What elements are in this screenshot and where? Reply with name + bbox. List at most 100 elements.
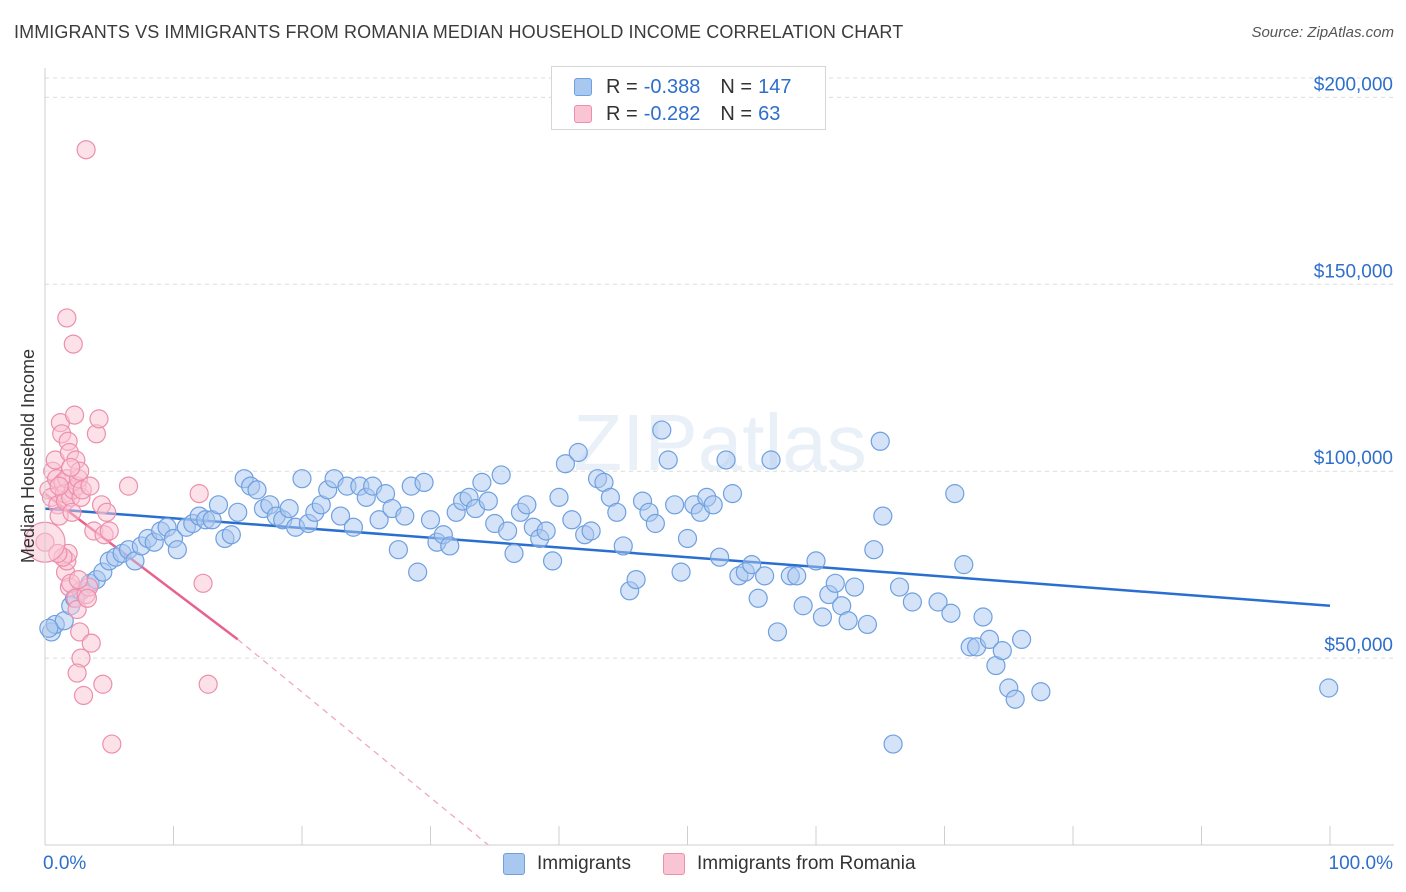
data-point-immigrants: [613, 536, 633, 556]
data-point-immigrants: [1005, 689, 1025, 709]
data-point-immigrants: [873, 506, 893, 526]
data-point-immigrants: [954, 555, 974, 575]
data-point-romania: [68, 569, 89, 590]
n-value: 147: [758, 75, 792, 98]
data-point-immigrants: [369, 510, 389, 530]
data-point-immigrants: [742, 555, 762, 575]
data-point-immigrants: [889, 577, 910, 597]
data-point-immigrants: [581, 521, 601, 541]
data-point-romania: [67, 663, 87, 683]
data-point-immigrants: [825, 573, 845, 593]
data-point-immigrants: [562, 510, 582, 530]
data-point-immigrants: [973, 607, 993, 627]
legend-row-romania: R = -0.282 N = 63: [574, 102, 780, 126]
watermark: ZIPatlas: [573, 398, 866, 487]
data-point-immigrants: [408, 562, 428, 582]
n-label: N =: [720, 102, 753, 125]
data-point-immigrants: [645, 513, 665, 534]
data-point-immigrants: [979, 629, 1000, 650]
n-label: N =: [720, 75, 753, 98]
r-value: -0.388: [643, 75, 701, 98]
data-point-immigrants: [941, 603, 961, 623]
data-point-immigrants: [1319, 678, 1339, 698]
y-tick-label: $100,000: [1314, 448, 1393, 469]
data-point-immigrants: [1031, 682, 1051, 702]
data-point-immigrants: [812, 607, 833, 627]
r-label: R =: [606, 75, 638, 98]
data-point-immigrants: [722, 484, 743, 504]
data-point-immigrants: [440, 536, 460, 556]
data-point-immigrants: [395, 506, 415, 526]
data-point-immigrants: [652, 420, 672, 440]
correlation-legend: R = -0.388 N = 147 R = -0.282 N = 63: [551, 66, 826, 130]
data-point-romania: [57, 308, 77, 328]
data-point-immigrants: [330, 506, 351, 526]
data-point-romania: [63, 334, 83, 354]
data-point-immigrants: [568, 442, 588, 463]
data-point-romania: [81, 633, 101, 653]
data-point-immigrants: [626, 569, 646, 590]
data-point-romania: [198, 674, 218, 694]
data-point-romania: [193, 573, 213, 593]
data-point-immigrants: [767, 622, 788, 642]
data-point-immigrants: [414, 472, 434, 493]
data-point-immigrants: [208, 495, 229, 515]
data-point-immigrants: [945, 484, 965, 504]
data-point-romania: [73, 685, 94, 706]
data-point-immigrants: [883, 734, 903, 754]
data-point-immigrants: [992, 641, 1012, 661]
data-point-immigrants: [549, 487, 569, 507]
data-point-romania: [102, 734, 122, 754]
data-point-romania: [49, 476, 69, 496]
data-point-romania: [99, 521, 119, 541]
data-point-immigrants: [478, 491, 498, 511]
data-point-immigrants: [388, 540, 408, 560]
data-point-immigrants: [870, 431, 890, 451]
data-point-immigrants: [420, 510, 441, 530]
grid-layer: [45, 77, 1394, 659]
x-tick-label-max: 100.0%: [1329, 853, 1394, 874]
data-point-immigrants: [167, 540, 187, 560]
data-point-immigrants: [343, 517, 363, 537]
data-point-immigrants: [748, 588, 768, 608]
legend-label-immigrants: Immigrants: [537, 853, 631, 874]
legend-item-immigrants[interactable]: Immigrants: [503, 853, 631, 875]
chart-title: IMMIGRANTS VS IMMIGRANTS FROM ROMANIA ME…: [14, 22, 904, 42]
points-layer: [24, 140, 1339, 754]
data-point-immigrants: [864, 540, 884, 560]
legend-swatch-blue: [574, 78, 592, 96]
data-point-romania: [61, 457, 81, 478]
data-point-immigrants: [504, 543, 524, 564]
y-tick-label: $200,000: [1314, 74, 1393, 95]
data-point-romania: [80, 476, 100, 496]
y-axis-label: Median Household Income: [18, 349, 38, 563]
data-point-immigrants: [703, 495, 723, 515]
data-point-immigrants: [536, 521, 556, 541]
legend-swatch-pink: [574, 105, 592, 123]
x-tick-label-min: 0.0%: [43, 853, 86, 874]
data-point-immigrants: [710, 547, 730, 567]
data-point-immigrants: [902, 592, 922, 612]
data-point-romania: [70, 622, 90, 642]
data-point-immigrants: [844, 577, 865, 597]
data-point-romania: [64, 405, 85, 425]
y-tick-label: $50,000: [1324, 635, 1393, 656]
data-point-romania: [76, 140, 96, 160]
data-point-immigrants: [793, 596, 813, 616]
data-point-immigrants: [716, 450, 736, 470]
legend-label-romania: Immigrants from Romania: [696, 853, 916, 874]
data-point-immigrants: [1011, 629, 1032, 650]
legend-swatch-blue: [503, 853, 525, 875]
data-point-romania: [62, 502, 82, 522]
r-label: R =: [606, 102, 638, 125]
data-point-romania: [77, 588, 98, 608]
data-point-immigrants: [292, 469, 312, 489]
data-point-immigrants: [491, 465, 511, 485]
data-point-romania: [93, 674, 113, 694]
r-value: -0.282: [643, 102, 701, 125]
trend-line-immigrants: [44, 507, 1331, 608]
source-label: Source: ZipAtlas.com: [1251, 24, 1394, 41]
axis-layer: $50,000 $100,000 $150,000 $200,000 0.0% 100.0…: [18, 68, 1394, 874]
legend-item-romania[interactable]: Immigrants from Romania: [662, 853, 916, 875]
data-point-immigrants: [658, 450, 678, 470]
